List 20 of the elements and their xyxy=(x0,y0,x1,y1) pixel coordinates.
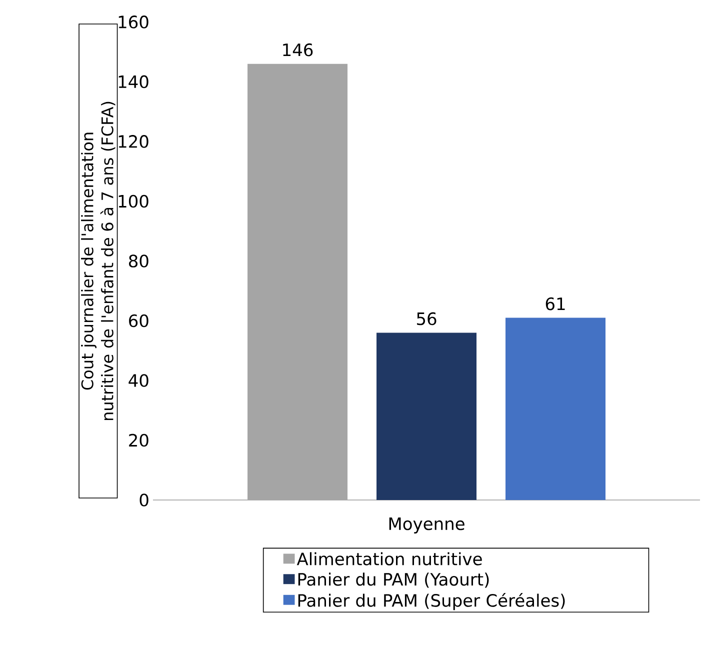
bar xyxy=(506,318,606,500)
data-label: 146 xyxy=(283,43,313,56)
x-tick-label: Moyenne xyxy=(389,518,464,534)
y-tick-label: 140 xyxy=(118,75,148,88)
legend-label: Alimentation nutritive xyxy=(296,552,482,566)
bar xyxy=(376,332,476,500)
data-label: 56 xyxy=(417,312,436,326)
y-tick-label: 160 xyxy=(118,16,148,28)
legend-label: Panier du PAM (Yaourt) xyxy=(298,572,489,588)
y-tick-label: 80 xyxy=(128,254,148,268)
y-tick-label: 120 xyxy=(118,135,148,148)
y-tick-label: 20 xyxy=(129,434,148,447)
bar xyxy=(248,64,348,500)
y-tick-label: 40 xyxy=(128,374,148,387)
y-tick-label: 60 xyxy=(129,314,148,328)
legend-label: Panier du PAM (Super Céréales) xyxy=(298,593,565,610)
y-axis-title: Cout journalier de l'alimentation nutritive de l'enfant de 6 à 7 ans (FCFA) xyxy=(81,102,116,420)
y-tick-label: 100 xyxy=(118,194,148,208)
data-label: 61 xyxy=(546,297,565,310)
y-tick-label: 0 xyxy=(140,494,148,506)
